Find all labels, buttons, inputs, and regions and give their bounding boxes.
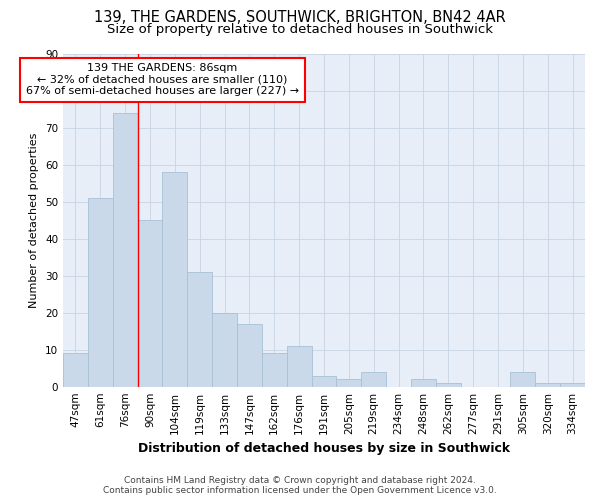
Bar — [535, 383, 560, 386]
Bar — [63, 354, 88, 386]
Bar — [411, 380, 436, 386]
Bar — [436, 383, 461, 386]
Text: 139, THE GARDENS, SOUTHWICK, BRIGHTON, BN42 4AR: 139, THE GARDENS, SOUTHWICK, BRIGHTON, B… — [94, 10, 506, 25]
Bar — [88, 198, 113, 386]
Bar — [137, 220, 163, 386]
Bar — [187, 272, 212, 386]
Bar — [337, 380, 361, 386]
Text: Contains HM Land Registry data © Crown copyright and database right 2024.
Contai: Contains HM Land Registry data © Crown c… — [103, 476, 497, 495]
Text: 139 THE GARDENS: 86sqm
← 32% of detached houses are smaller (110)
67% of semi-de: 139 THE GARDENS: 86sqm ← 32% of detached… — [26, 63, 299, 96]
Bar — [560, 383, 585, 386]
Bar — [262, 354, 287, 386]
Bar — [311, 376, 337, 386]
Bar — [212, 313, 237, 386]
Bar — [361, 372, 386, 386]
Bar — [511, 372, 535, 386]
Bar — [237, 324, 262, 386]
Y-axis label: Number of detached properties: Number of detached properties — [29, 132, 40, 308]
Bar — [163, 172, 187, 386]
Bar — [287, 346, 311, 387]
Bar — [113, 113, 137, 386]
X-axis label: Distribution of detached houses by size in Southwick: Distribution of detached houses by size … — [138, 442, 510, 455]
Text: Size of property relative to detached houses in Southwick: Size of property relative to detached ho… — [107, 22, 493, 36]
